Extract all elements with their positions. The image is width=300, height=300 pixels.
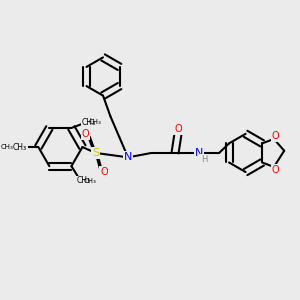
Text: CH₃: CH₃ <box>84 178 97 184</box>
Text: O: O <box>100 167 108 177</box>
Text: O: O <box>82 129 89 139</box>
Text: S: S <box>92 148 99 158</box>
Text: H: H <box>201 155 207 164</box>
Text: O: O <box>174 124 182 134</box>
Text: CH₃: CH₃ <box>13 142 27 152</box>
Text: CH₃: CH₃ <box>81 118 95 127</box>
Text: CH₃: CH₃ <box>88 119 101 125</box>
Text: N: N <box>124 152 132 162</box>
Text: O: O <box>272 165 279 175</box>
Text: O: O <box>272 131 279 141</box>
Text: N: N <box>195 148 203 158</box>
Text: CH₃: CH₃ <box>77 176 91 185</box>
Text: CH₃: CH₃ <box>1 144 13 150</box>
